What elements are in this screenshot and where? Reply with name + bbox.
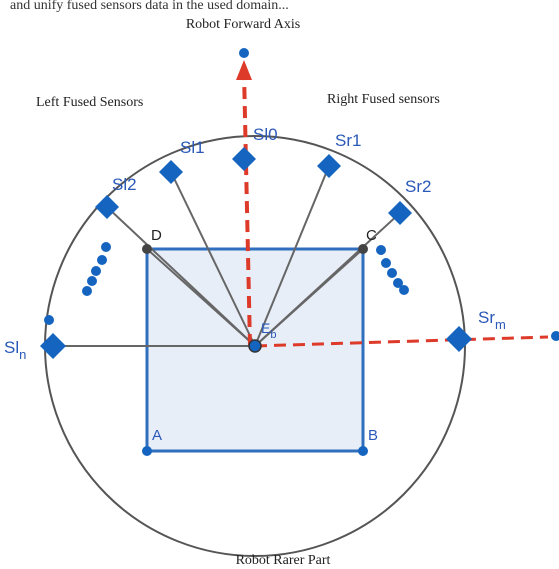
forward-axis-arrowhead xyxy=(236,60,252,80)
right-ellipsis-dots xyxy=(376,245,409,295)
sensor-sr2-marker xyxy=(388,201,412,225)
sensor-sln-label: Sln xyxy=(4,338,26,362)
ray-c xyxy=(254,248,364,347)
sensor-rays xyxy=(53,165,401,347)
forward-axis-line xyxy=(242,71,252,347)
ray-sr1 xyxy=(254,165,330,347)
corner-b-label: B xyxy=(368,427,378,444)
corner-d-point xyxy=(142,244,152,254)
left-ellipsis-dots xyxy=(44,242,111,325)
sensor-sl2-marker xyxy=(95,195,119,219)
forward-axis-end-point xyxy=(239,48,249,58)
right-fused-sensors-label: Right Fused sensors xyxy=(327,92,440,107)
lateral-axis-end-point xyxy=(551,331,559,341)
sensor-sr1-marker xyxy=(317,154,341,178)
corner-a-point xyxy=(142,446,152,456)
sensor-sl0-marker xyxy=(232,147,256,171)
top-fragment-text: and unify fused sensors data in the used… xyxy=(10,0,289,13)
sensor-sl2-label: Sl2 xyxy=(112,175,137,194)
rear-part-label: Robot Rarer Part xyxy=(236,553,331,568)
sensor-sl0-label: Sl0 xyxy=(253,125,278,144)
forward-axis-label: Robot Forward Axis xyxy=(186,17,300,32)
sensor-srm-label: Srm xyxy=(478,308,506,332)
sensor-sln-marker xyxy=(40,333,66,359)
lateral-axis-line xyxy=(254,335,549,348)
sensor-sr1-label: Sr1 xyxy=(335,131,361,150)
center-point xyxy=(248,339,262,353)
sensor-sl1-label: Sl1 xyxy=(180,138,205,157)
corner-c-point xyxy=(358,244,368,254)
left-fused-sensors-label: Left Fused Sensors xyxy=(36,95,143,110)
corner-b-point xyxy=(358,446,368,456)
sensor-srm-marker xyxy=(446,326,472,352)
sensor-sr2-label: Sr2 xyxy=(405,177,431,196)
ray-d xyxy=(146,248,256,347)
ray-sl1 xyxy=(170,171,256,347)
corner-a-label: A xyxy=(152,427,162,444)
sensor-sl1-marker xyxy=(159,160,183,184)
corner-c-label: C xyxy=(366,227,377,244)
center-label: Eb xyxy=(261,320,276,341)
corner-d-label: D xyxy=(151,227,162,244)
sensor-markers xyxy=(40,147,472,359)
